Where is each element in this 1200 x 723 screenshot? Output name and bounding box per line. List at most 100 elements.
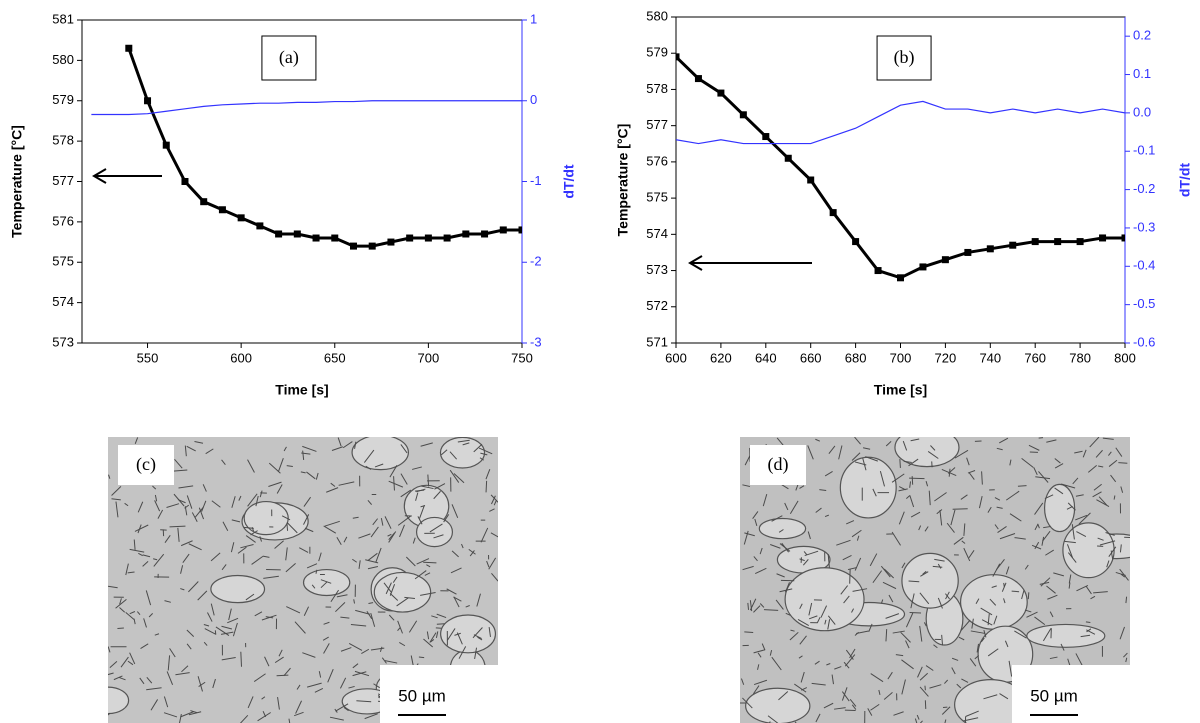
eutectic — [301, 452, 311, 455]
x-tick-label: 650 — [324, 350, 346, 365]
eutectic — [856, 535, 860, 541]
eutectic — [941, 706, 951, 715]
eutectic — [245, 593, 255, 601]
eutectic — [247, 696, 254, 709]
y-tick-label: 574 — [646, 226, 668, 241]
eutectic — [490, 495, 496, 505]
eutectic — [1067, 502, 1076, 511]
eutectic — [898, 511, 905, 525]
y-tick-label: 580 — [52, 52, 74, 67]
eutectic — [352, 671, 367, 677]
x-tick-label: 600 — [665, 350, 687, 365]
eutectic — [910, 438, 920, 442]
eutectic — [154, 633, 160, 636]
x-tick-label: 700 — [418, 350, 440, 365]
y-tick-label: 578 — [52, 133, 74, 148]
eutectic — [1042, 530, 1051, 542]
eutectic — [303, 496, 311, 507]
eutectic — [998, 437, 1009, 444]
label-box — [118, 445, 174, 485]
eutectic — [1061, 483, 1076, 489]
eutectic — [311, 584, 316, 589]
eutectic — [137, 501, 144, 513]
eutectic — [205, 448, 214, 455]
eutectic — [435, 631, 439, 638]
eutectic — [433, 534, 444, 539]
eutectic — [153, 553, 165, 567]
eutectic — [790, 629, 795, 632]
y-axis-title: Temperature [°C] — [9, 125, 25, 238]
eutectic — [238, 495, 242, 501]
eutectic — [929, 684, 942, 689]
eutectic — [181, 665, 189, 673]
eutectic — [1108, 451, 1112, 456]
eutectic — [762, 494, 768, 507]
eutectic — [423, 638, 434, 648]
eutectic — [392, 576, 398, 583]
eutectic — [902, 440, 908, 451]
eutectic — [231, 496, 236, 508]
eutectic — [251, 555, 264, 565]
eutectic — [1045, 549, 1055, 556]
eutectic — [1093, 591, 1108, 594]
eutectic — [814, 660, 820, 665]
eutectic — [314, 687, 324, 693]
eutectic — [323, 643, 330, 654]
eutectic — [901, 562, 906, 569]
y-tick-label: 578 — [646, 81, 668, 96]
eutectic — [255, 495, 259, 507]
eutectic — [488, 626, 491, 637]
eutectic — [327, 669, 334, 683]
eutectic — [388, 531, 397, 543]
eutectic — [152, 485, 157, 490]
eutectic — [259, 490, 263, 498]
eutectic — [420, 592, 436, 596]
x-tick-label: 640 — [755, 350, 777, 365]
scale-box — [380, 665, 498, 723]
eutectic — [1024, 564, 1029, 570]
eutectic — [865, 456, 878, 462]
eutectic — [150, 699, 159, 711]
eutectic — [753, 649, 765, 654]
eutectic — [414, 489, 425, 492]
eutectic — [294, 711, 304, 717]
eutectic — [742, 484, 751, 488]
eutectic — [916, 714, 920, 720]
eutectic — [824, 514, 829, 518]
eutectic — [1119, 626, 1125, 640]
eutectic — [232, 622, 238, 637]
eutectic — [433, 490, 441, 500]
eutectic — [996, 506, 1003, 509]
eutectic — [259, 536, 263, 542]
phase — [894, 437, 960, 468]
y2-tick-label: 0.1 — [1133, 66, 1151, 81]
eutectic — [854, 557, 862, 571]
y-tick-label: 577 — [646, 117, 668, 132]
eutectic — [946, 522, 955, 533]
eutectic — [261, 696, 266, 700]
eutectic — [992, 563, 1001, 577]
eutectic — [1075, 514, 1088, 521]
eutectic — [740, 678, 745, 685]
x-tick-label: 780 — [1069, 350, 1091, 365]
eutectic — [987, 613, 990, 626]
phase — [108, 686, 130, 715]
eutectic — [800, 671, 805, 683]
data-point — [368, 242, 376, 250]
eutectic — [776, 437, 784, 446]
eutectic — [230, 542, 235, 553]
eutectic — [827, 553, 830, 568]
data-point — [874, 267, 882, 275]
eutectic — [802, 559, 809, 566]
eutectic — [197, 590, 208, 601]
eutectic — [331, 446, 343, 451]
eutectic — [757, 664, 760, 670]
eutectic — [944, 679, 949, 684]
eutectic — [142, 554, 151, 558]
eutectic — [1097, 537, 1104, 541]
y2-tick-label: 1 — [530, 11, 537, 26]
data-point — [200, 198, 208, 206]
eutectic — [1092, 491, 1102, 498]
eutectic — [1074, 450, 1083, 454]
